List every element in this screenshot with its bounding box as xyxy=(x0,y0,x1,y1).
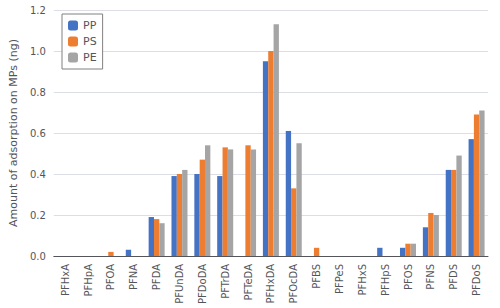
svg-text:PFHxA: PFHxA xyxy=(60,264,71,296)
svg-text:PFHpA: PFHpA xyxy=(83,264,94,297)
svg-text:PS: PS xyxy=(83,35,97,48)
svg-text:PFTrDA: PFTrDA xyxy=(220,264,231,299)
svg-text:1.0: 1.0 xyxy=(30,46,46,57)
svg-text:PE: PE xyxy=(83,51,97,64)
svg-text:PFHxS: PFHxS xyxy=(357,264,368,296)
svg-text:PFHpS: PFHpS xyxy=(380,264,391,296)
svg-text:0.0: 0.0 xyxy=(30,251,46,262)
svg-text:PFOS: PFOS xyxy=(403,264,414,290)
svg-text:PFOA: PFOA xyxy=(105,264,116,290)
svg-text:PFUnDA: PFUnDA xyxy=(174,264,185,304)
svg-text:Amount of adsorption on MPs (n: Amount of adsorption on MPs (ng) xyxy=(7,39,20,227)
svg-text:0.4: 0.4 xyxy=(30,169,46,180)
svg-text:0.6: 0.6 xyxy=(30,128,46,139)
svg-text:PFOcDA: PFOcDA xyxy=(288,264,299,304)
svg-text:1.2: 1.2 xyxy=(30,5,46,16)
svg-text:PFBS: PFBS xyxy=(311,264,322,289)
svg-text:PP: PP xyxy=(83,19,97,32)
svg-text:PFTeDA: PFTeDA xyxy=(243,264,254,301)
svg-text:PFNS: PFNS xyxy=(425,264,436,290)
svg-text:0.8: 0.8 xyxy=(30,87,46,98)
svg-text:PFNA: PFNA xyxy=(128,264,139,290)
svg-text:PFPeS: PFPeS xyxy=(334,264,345,294)
svg-text:PFDS: PFDS xyxy=(448,264,459,290)
svg-text:0.2: 0.2 xyxy=(30,210,46,221)
svg-text:PFHxDA: PFHxDA xyxy=(265,264,276,304)
svg-text:PFDoS: PFDoS xyxy=(471,264,482,296)
svg-text:PFDoDA: PFDoDA xyxy=(197,264,208,304)
svg-text:PFDA: PFDA xyxy=(151,264,162,290)
